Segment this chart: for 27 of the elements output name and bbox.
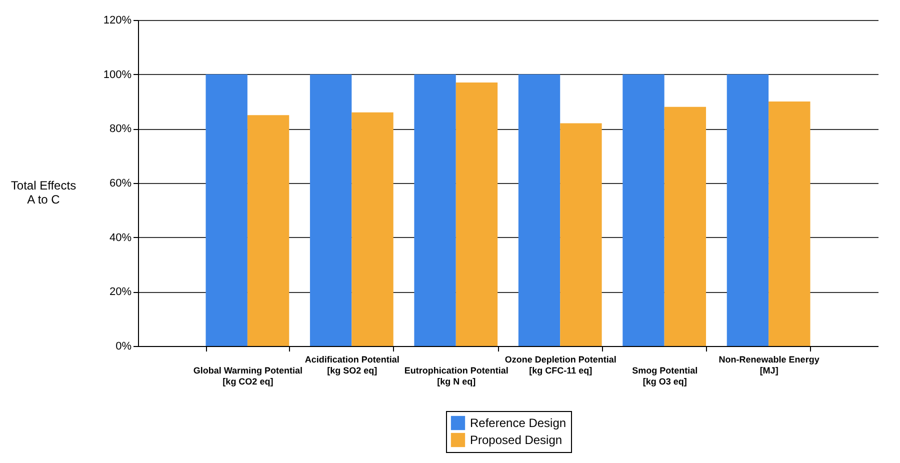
y-tick-label: 100% <box>103 68 132 81</box>
y-tick-label: 80% <box>109 123 132 136</box>
bar <box>310 74 352 346</box>
bar <box>768 102 810 346</box>
bar <box>560 123 602 346</box>
x-tick-label: Global Warming Potential [kg CO2 eq] <box>193 366 303 386</box>
bar <box>456 82 498 346</box>
bar <box>352 112 394 346</box>
x-tick-label: Smog Potential [kg O3 eq] <box>632 366 698 386</box>
y-tick-label: 40% <box>109 232 132 244</box>
x-tick-label: Non-Renewable Energy [MJ] <box>718 354 820 376</box>
x-tick-label: Eutrophication Potential [kg N eq] <box>404 366 508 386</box>
y-tick-label: 60% <box>109 178 132 190</box>
y-tick-label: 0% <box>116 340 132 352</box>
bar <box>247 115 290 346</box>
y-tick-label: 120% <box>103 14 132 26</box>
y-axis-title: Total Effects A to C <box>10 178 76 206</box>
bar <box>518 74 560 346</box>
bar <box>206 74 248 346</box>
bar <box>726 74 769 346</box>
bar <box>664 106 706 346</box>
legend-label: Reference Design <box>470 416 566 430</box>
bar <box>622 74 664 346</box>
legend-label: Proposed Design <box>470 433 562 447</box>
x-tick-label: Acidification Potential [kg SO2 eq] <box>304 354 400 376</box>
bar <box>414 74 456 346</box>
y-tick-label: 20% <box>109 286 132 298</box>
